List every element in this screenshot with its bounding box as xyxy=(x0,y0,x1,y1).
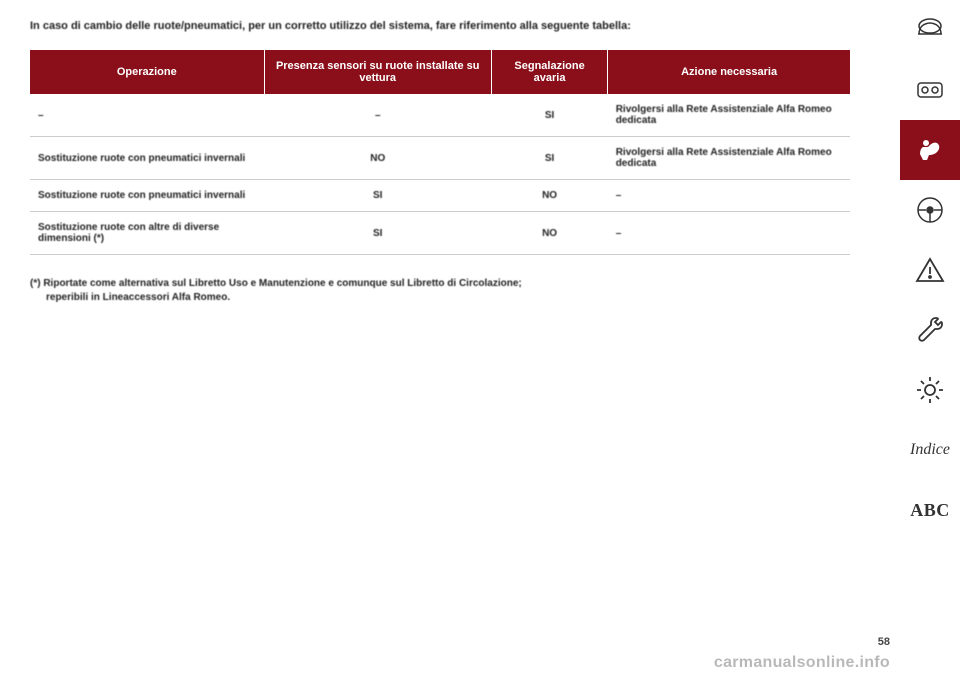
col-header-sensori: Presenza sensori su ruote installate su … xyxy=(264,50,491,94)
col-header-azione: Azione necessaria xyxy=(608,50,850,94)
footnote-line1: (*) Riportate come alternativa sul Libre… xyxy=(30,278,522,289)
nav-abc-label[interactable]: ABC xyxy=(900,480,960,540)
table-row: Sostituzione ruote con altre di diverse … xyxy=(30,212,850,255)
cell: SI xyxy=(264,212,491,255)
nav-car-icon[interactable] xyxy=(900,0,960,60)
nav-airbag-icon[interactable] xyxy=(900,120,960,180)
nav-steering-icon[interactable] xyxy=(900,180,960,240)
cell: – xyxy=(608,212,850,255)
table-row: Sostituzione ruote con pneumatici invern… xyxy=(30,180,850,212)
cell: SI xyxy=(491,94,607,137)
cell: SI xyxy=(491,137,607,180)
col-header-avaria: Segnalazione avaria xyxy=(491,50,607,94)
reference-table: Operazione Presenza sensori su ruote ins… xyxy=(30,50,850,255)
footnote: (*) Riportate come alternativa sul Libre… xyxy=(30,277,850,305)
table-row: Sostituzione ruote con pneumatici invern… xyxy=(30,137,850,180)
watermark: carmanualsonline.info xyxy=(714,654,890,672)
cell: – xyxy=(30,94,264,137)
cell: NO xyxy=(491,212,607,255)
cell: Rivolgersi alla Rete Assistenziale Alfa … xyxy=(608,94,850,137)
col-header-operazione: Operazione xyxy=(30,50,264,94)
nav-wrench-icon[interactable] xyxy=(900,300,960,360)
cell: NO xyxy=(491,180,607,212)
cell: Sostituzione ruote con altre di diverse … xyxy=(30,212,264,255)
section-sidebar: Indice ABC xyxy=(900,0,960,678)
cell: NO xyxy=(264,137,491,180)
nav-gear-icon[interactable] xyxy=(900,360,960,420)
intro-text: In caso di cambio delle ruote/pneumatici… xyxy=(30,20,850,32)
page-content: In caso di cambio delle ruote/pneumatici… xyxy=(30,20,850,305)
cell: – xyxy=(264,94,491,137)
nav-index-script[interactable]: Indice xyxy=(900,420,960,480)
cell: Sostituzione ruote con pneumatici invern… xyxy=(30,180,264,212)
nav-warning-icon[interactable] xyxy=(900,240,960,300)
cell: – xyxy=(608,180,850,212)
cell: Rivolgersi alla Rete Assistenziale Alfa … xyxy=(608,137,850,180)
page-number: 58 xyxy=(878,636,890,648)
table-row: – – SI Rivolgersi alla Rete Assistenzial… xyxy=(30,94,850,137)
footnote-line2: reperibili in Lineaccessori Alfa Romeo. xyxy=(30,291,850,305)
cell: Sostituzione ruote con pneumatici invern… xyxy=(30,137,264,180)
nav-dashboard-icon[interactable] xyxy=(900,60,960,120)
cell: SI xyxy=(264,180,491,212)
